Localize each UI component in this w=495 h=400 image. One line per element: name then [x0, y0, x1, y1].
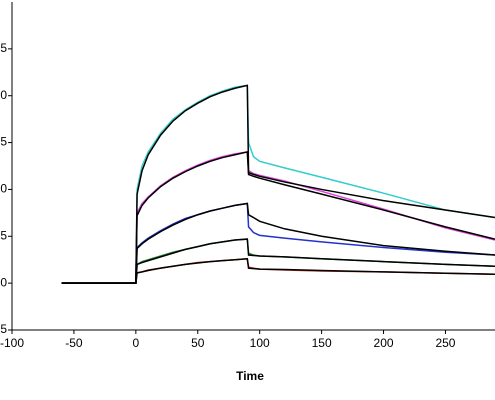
y-tick-label: 20 — [0, 88, 7, 102]
series-line — [61, 238, 495, 284]
x-tick-label: -50 — [65, 336, 83, 350]
series-line — [61, 84, 495, 284]
x-tick-label: 0 — [133, 336, 140, 350]
series-line — [61, 84, 495, 284]
series-line — [61, 202, 495, 284]
series-line — [61, 151, 495, 284]
x-tick-label: 150 — [312, 336, 332, 350]
x-axis-label: Time — [236, 369, 264, 383]
series-line — [61, 202, 495, 284]
x-tick-label: 200 — [374, 336, 394, 350]
y-tick-label: 5 — [0, 228, 7, 242]
series-line — [61, 238, 495, 284]
x-tick-label: 50 — [191, 336, 205, 350]
y-tick-label: 15 — [0, 135, 7, 149]
series-line — [61, 257, 495, 284]
x-tick-label: -100 — [0, 336, 24, 350]
x-tick-label: 250 — [435, 336, 455, 350]
series-line — [61, 257, 495, 284]
y-tick-label: 0 — [0, 275, 7, 289]
y-tick-label: 10 — [0, 182, 7, 196]
x-tick-label: 100 — [250, 336, 270, 350]
y-tick-label: -5 — [0, 322, 7, 336]
y-tick-label: 25 — [0, 41, 7, 55]
